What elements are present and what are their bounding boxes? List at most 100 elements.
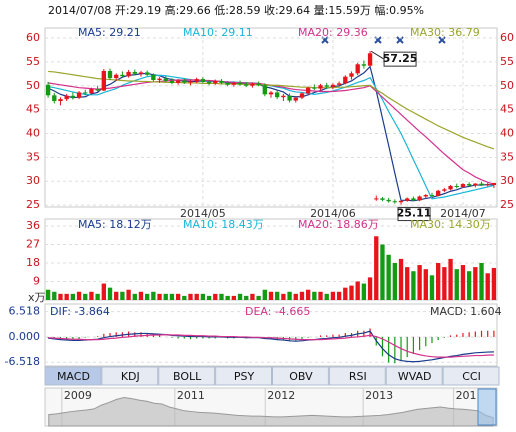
macd-bar [97, 336, 99, 337]
tab[interactable] [272, 366, 329, 386]
candle-body [485, 184, 490, 186]
volume-bar [70, 293, 76, 300]
volume-bar [485, 273, 490, 300]
candle-body [188, 81, 193, 83]
volume-bar [163, 293, 168, 300]
volume-bar [398, 258, 404, 300]
tab[interactable] [442, 366, 500, 386]
volume-bar [213, 293, 218, 300]
price-frame [44, 27, 498, 208]
tab[interactable] [385, 366, 443, 386]
candle-body [58, 99, 63, 102]
tab-label[interactable]: PSY [234, 370, 255, 383]
candle-body [293, 97, 298, 101]
macd-bar [437, 336, 439, 341]
macd-bar [363, 330, 365, 337]
y-tick-label: 50 [26, 79, 40, 92]
macd-bar [301, 336, 303, 340]
volume-bar [256, 295, 261, 300]
volume-bar [114, 291, 119, 300]
macd-bar [319, 335, 322, 337]
candle-body [138, 72, 144, 74]
candle-body [200, 79, 206, 82]
y2-tick-label: 45 [500, 103, 514, 116]
tab-label[interactable]: MACD [57, 370, 90, 383]
candle-body [101, 70, 106, 91]
volume-bar [429, 275, 435, 300]
tab-label[interactable]: RSI [349, 370, 367, 383]
candle-body [405, 198, 410, 201]
macd-bar [480, 330, 483, 337]
volume-bar [417, 265, 422, 300]
macd-bar [406, 336, 408, 358]
volume-bar [436, 262, 441, 300]
tab-label[interactable]: OBV [289, 370, 313, 383]
candle-body [206, 81, 212, 84]
tab-label[interactable]: WVAD [398, 370, 432, 383]
volume-bar [89, 291, 94, 300]
candle-body [417, 196, 422, 201]
volume-bar [194, 293, 199, 300]
candle-body [473, 183, 478, 186]
candle-body [374, 198, 379, 200]
candle-body [151, 74, 156, 81]
macd-bar [388, 336, 390, 363]
year-label: 2012 [267, 389, 295, 402]
overview-selection[interactable] [477, 388, 497, 426]
volume-bar [448, 258, 453, 300]
tab[interactable] [101, 366, 159, 386]
y-tick-label: 36 [26, 219, 40, 232]
candle-body [225, 82, 230, 85]
volume-bar [58, 293, 63, 300]
volume-bar [83, 293, 88, 300]
volume-bar [411, 271, 416, 300]
tab[interactable] [44, 366, 102, 386]
volume-bar [423, 269, 428, 300]
candle-body [479, 183, 484, 186]
macd-bar [419, 336, 421, 351]
macd-bar [115, 332, 117, 337]
tab-label[interactable]: CCI [462, 370, 481, 383]
volume-bar [491, 267, 497, 300]
tab-label[interactable]: BOLL [173, 370, 202, 383]
macd-bar [412, 336, 415, 354]
tab[interactable] [328, 366, 386, 386]
candle-body [194, 79, 199, 82]
tab[interactable] [215, 366, 272, 386]
volume-bar [157, 293, 162, 300]
macd-bar [158, 335, 161, 337]
legend-entry: MA10: 18.43万 [183, 218, 264, 231]
candle-body [169, 80, 175, 83]
candle-body [89, 89, 94, 94]
volume-bar [52, 291, 57, 300]
volume-bar [231, 295, 237, 300]
candle-body [436, 190, 441, 197]
volume-bar [343, 287, 348, 300]
candle-body [268, 92, 274, 95]
y-tick-label: 45 [26, 103, 40, 116]
legend-entry: MA20: 18.86万 [298, 218, 379, 231]
x-tick-label: 2014/06 [310, 207, 356, 220]
candle-body [70, 95, 76, 98]
candle-body [244, 84, 249, 86]
candle-body [126, 71, 131, 77]
candle-body [330, 84, 336, 87]
volume-bar [392, 262, 398, 300]
candle-body [454, 185, 459, 187]
volume-bar [305, 289, 311, 300]
candle-body [45, 84, 51, 96]
tab[interactable] [158, 366, 216, 386]
macd-bar [307, 336, 309, 338]
tab-label[interactable]: KDJ [121, 370, 140, 383]
volume-bar [466, 271, 472, 300]
candle-body [256, 83, 261, 86]
y2-tick-label: 50 [500, 79, 514, 92]
unit-label: x万 [28, 291, 46, 304]
y-tick-label: 9 [33, 274, 40, 287]
volume-bar [405, 267, 410, 300]
y2-tick-label: 35 [500, 150, 514, 163]
candle-body [175, 80, 181, 83]
volume-bar [244, 295, 249, 300]
volume-bar [330, 291, 336, 300]
candle-body [380, 198, 385, 200]
